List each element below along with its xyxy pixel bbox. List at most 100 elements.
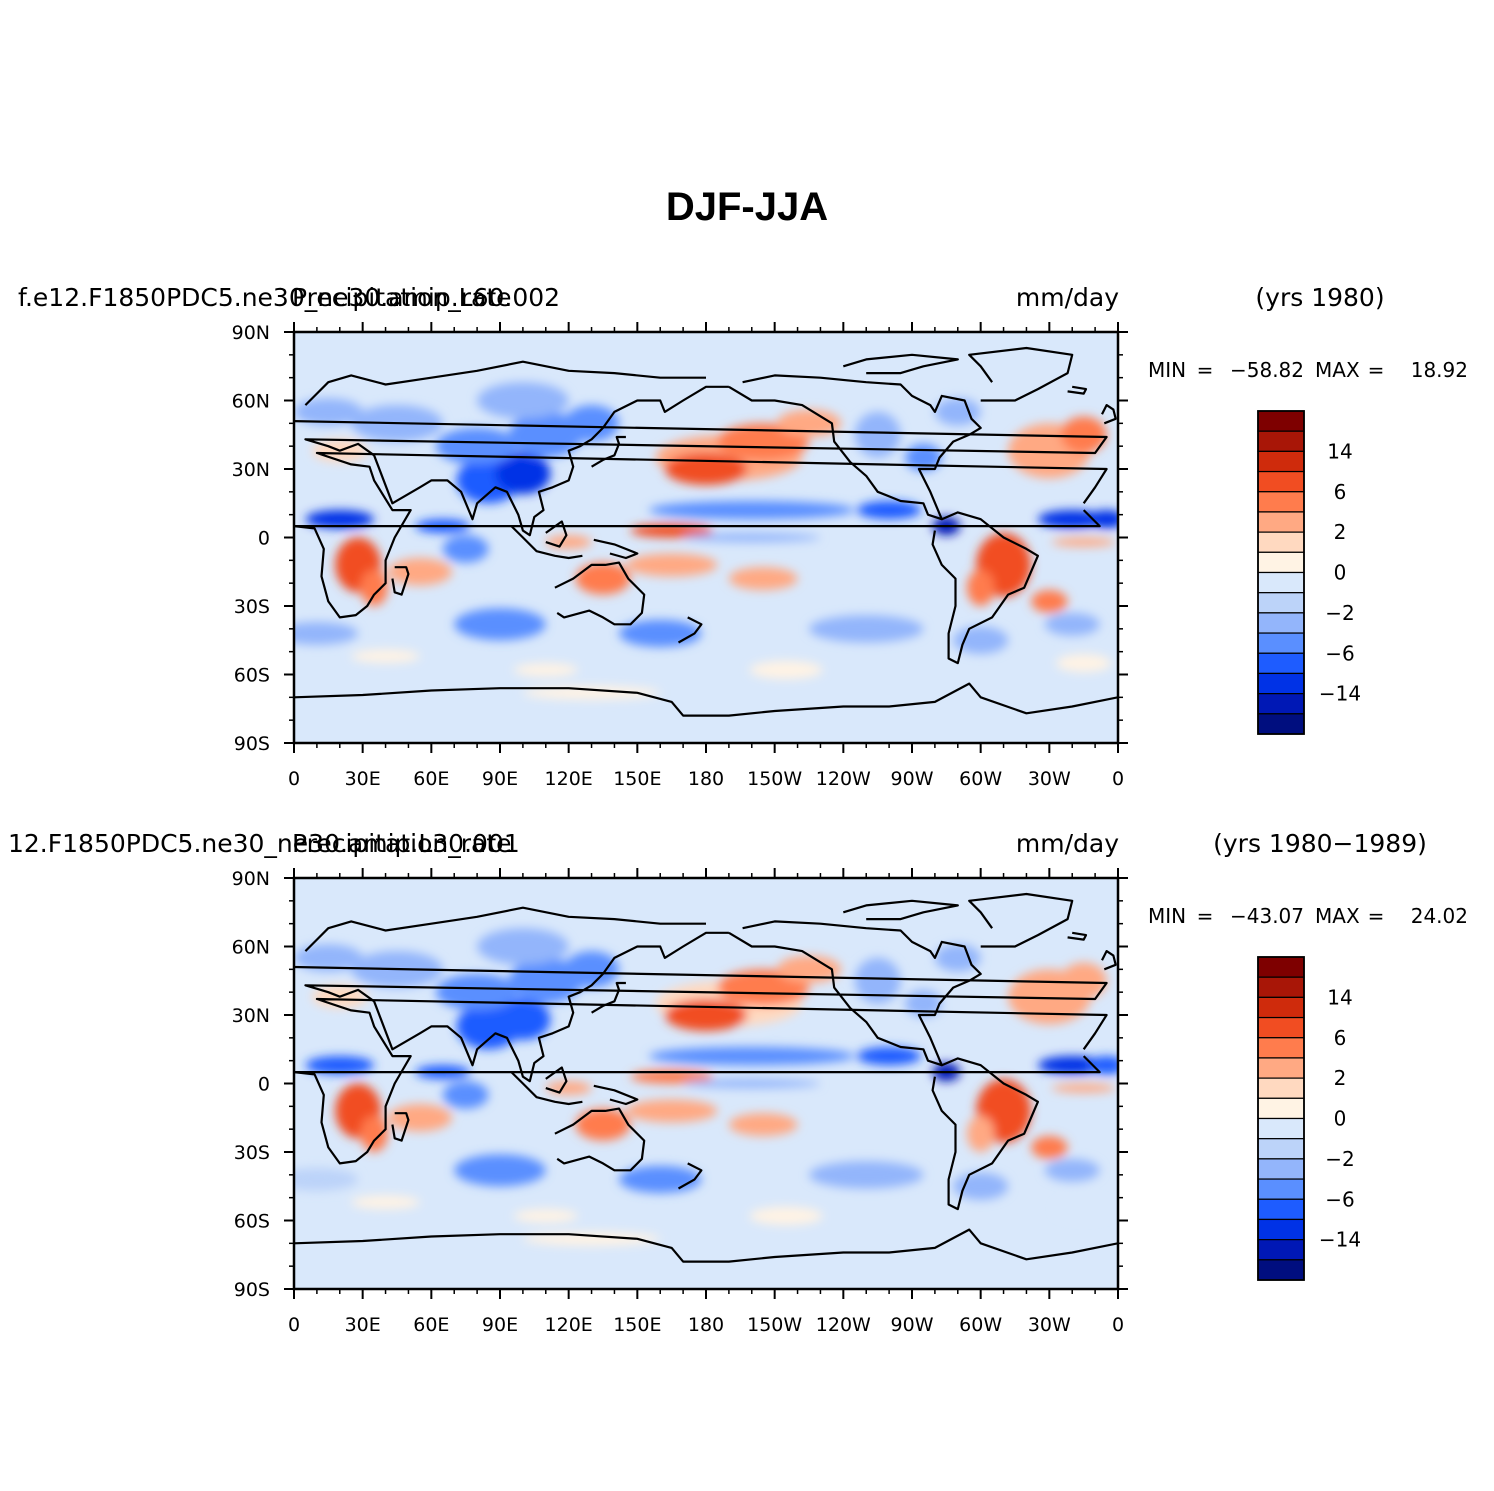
- field-region: [1060, 416, 1107, 454]
- field-region: [630, 1069, 713, 1084]
- field-region: [1031, 590, 1068, 613]
- y-tick-label: 90N: [232, 868, 270, 890]
- field-region: [495, 453, 551, 495]
- field-region: [1031, 1136, 1068, 1159]
- colorbar-segment: [1257, 976, 1305, 998]
- field-region: [1060, 962, 1107, 1000]
- colorbar-segment: [1257, 410, 1305, 432]
- variable-label: Precipitation_rate: [292, 283, 512, 312]
- field-region: [294, 398, 363, 426]
- field-region: [351, 649, 420, 664]
- field-region: [522, 685, 661, 700]
- field-region: [683, 1078, 821, 1089]
- coastline: [554, 561, 646, 626]
- x-tick-label: 90W: [891, 768, 934, 790]
- coastline: [294, 682, 1118, 717]
- field-region: [854, 411, 901, 458]
- x-tick-label: 120E: [545, 1314, 593, 1336]
- colorbar-tick-label: −6: [1325, 1187, 1354, 1211]
- coastline: [591, 435, 626, 468]
- field-region: [1044, 612, 1100, 636]
- field-region: [575, 562, 631, 595]
- colorbar-segment: [1257, 1097, 1305, 1120]
- colorbar-tick-label: −2: [1325, 1147, 1354, 1171]
- x-tick-label: 90W: [891, 1314, 934, 1336]
- field-region: [387, 558, 452, 586]
- field-region: [360, 1115, 388, 1152]
- precipitation-field: [294, 878, 1118, 1289]
- x-tick-label: 90E: [482, 768, 518, 790]
- units-label: mm/day: [1016, 829, 1119, 858]
- field-region: [495, 999, 551, 1041]
- coastline: [931, 1057, 1039, 1211]
- x-tick-label: 150E: [613, 768, 661, 790]
- colorbar-segment: [1257, 632, 1305, 654]
- colorbar-segment: [1257, 430, 1305, 452]
- min-value: −58.82: [1230, 358, 1304, 382]
- max-value: 18.92: [1411, 358, 1468, 382]
- y-tick-label: 30S: [234, 596, 270, 618]
- y-tick-label: 30S: [234, 1142, 270, 1164]
- colorbar-tick-label: 6: [1334, 1026, 1347, 1050]
- coastline: [304, 360, 706, 406]
- colorbar-segment: [1257, 693, 1305, 715]
- coastline: [545, 520, 568, 548]
- colorbar-segment: [1257, 713, 1305, 735]
- x-tick-label: 0: [1112, 1314, 1124, 1336]
- colorbar-segment: [1257, 612, 1305, 634]
- field-region: [513, 1209, 578, 1223]
- y-tick-label: 0: [258, 1074, 270, 1096]
- x-tick-label: 60W: [959, 1314, 1002, 1336]
- field-region: [435, 427, 519, 465]
- coastline: [1101, 950, 1117, 971]
- field-region: [966, 1115, 995, 1152]
- x-tick-label: 30W: [1028, 1314, 1071, 1336]
- coastline: [677, 1162, 703, 1190]
- colorbar-segment: [1257, 1077, 1305, 1099]
- colorbar: 14 6 2 0 −2 −6 −14: [1257, 956, 1361, 1281]
- min-label: MIN: [1148, 904, 1186, 928]
- colorbar-tick-label: 14: [1327, 985, 1352, 1009]
- colorbar-tick-label: 2: [1334, 520, 1347, 544]
- coastline: [591, 981, 626, 1014]
- max-eq: =: [1368, 358, 1385, 382]
- colorbar-segment: [1257, 450, 1305, 473]
- field-region: [1051, 1083, 1116, 1093]
- field-region: [809, 1161, 924, 1189]
- min-eq: =: [1197, 904, 1214, 928]
- field-region: [442, 1081, 489, 1109]
- units-label: mm/day: [1016, 283, 1119, 312]
- x-tick-label: 150W: [747, 1314, 802, 1336]
- field-region: [1088, 1056, 1118, 1075]
- field-region: [387, 1104, 452, 1132]
- years-label: (yrs 1980): [1255, 283, 1384, 312]
- x-tick-label: 60E: [413, 768, 449, 790]
- y-tick-label: 30N: [232, 459, 270, 481]
- colorbar-segment: [1257, 1016, 1305, 1039]
- colorbar-segment: [1257, 592, 1305, 614]
- field-region: [305, 510, 375, 529]
- field-region: [477, 382, 569, 419]
- x-tick-label: 30E: [345, 1314, 381, 1336]
- field-region: [545, 535, 592, 549]
- colorbar-segment: [1257, 1057, 1305, 1079]
- field-region: [1056, 1199, 1112, 1219]
- field-region: [749, 1206, 823, 1226]
- colorbar-segment: [1257, 571, 1305, 594]
- field-region: [857, 1046, 922, 1066]
- field-region: [305, 1056, 375, 1075]
- x-tick-label: 30W: [1028, 768, 1071, 790]
- field-region: [728, 1113, 798, 1137]
- coastline: [294, 385, 1108, 537]
- coastline: [842, 353, 959, 375]
- colorbar-segment: [1257, 956, 1305, 978]
- y-tick-label: 30N: [232, 1005, 270, 1027]
- field-region: [294, 1167, 359, 1191]
- max-eq: =: [1368, 904, 1385, 928]
- case-label: 12.F1850PDC5.ne30_ne30.amip.L30.001: [8, 829, 520, 858]
- field-region: [454, 1154, 546, 1187]
- coastline: [968, 892, 1074, 948]
- colorbar-segment: [1257, 1158, 1305, 1180]
- colorbar-tick-label: 0: [1334, 1107, 1347, 1131]
